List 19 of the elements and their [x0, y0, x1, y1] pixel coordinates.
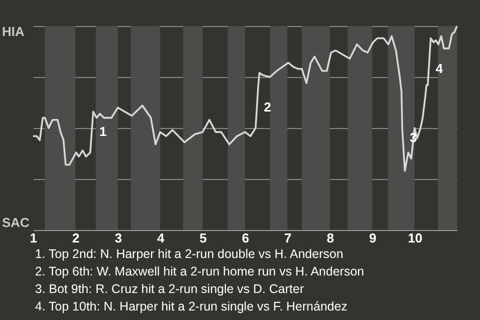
- x-tick-label: 4: [157, 230, 166, 246]
- x-tick-label: 10: [408, 230, 422, 246]
- x-tick-label: 5: [199, 230, 207, 246]
- x-tick-label: 3: [114, 230, 122, 246]
- x-tick-label: 1: [30, 230, 38, 246]
- text: 1. Top 2nd: N. Harper hit a 2-run double vs H. Anderson: [35, 247, 344, 261]
- x-tick-label: 2: [72, 230, 80, 246]
- x-tick-label: 8: [326, 230, 334, 246]
- x-tick-label: 7: [284, 230, 292, 246]
- text: SAC: [2, 215, 30, 230]
- text: HIA: [2, 24, 25, 39]
- text: 4. Top 10th: N. Harper hit a 2-run single vs F. Hernández: [35, 300, 348, 314]
- x-tick-label: 6: [242, 230, 250, 246]
- annotation: 4: [436, 60, 444, 76]
- annotation: 2: [264, 100, 272, 115]
- annotation: 1: [99, 124, 107, 140]
- x-tick-label: 9: [369, 230, 376, 246]
- text: 3. Bot 9th: R. Cruz hit a 2-run single vs D. Carter: [35, 282, 304, 296]
- text: 2. Top 6th: W. Maxwell hit a 2-run home run vs H. Anderson: [35, 264, 364, 278]
